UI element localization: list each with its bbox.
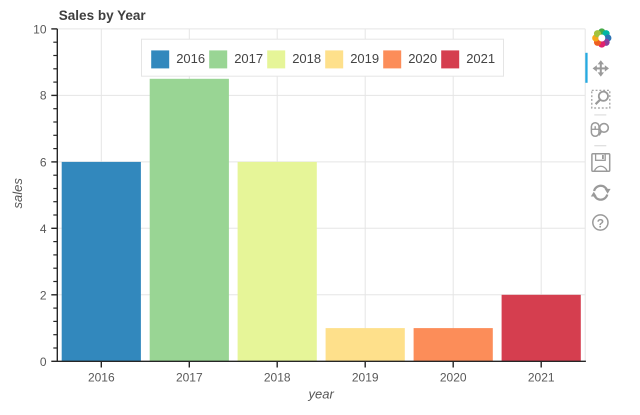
svg-text:sales: sales [10, 178, 25, 209]
svg-text:6: 6 [40, 155, 47, 169]
svg-text:2021: 2021 [466, 51, 495, 66]
svg-text:2020: 2020 [408, 51, 437, 66]
svg-text:10: 10 [33, 23, 47, 37]
svg-text:2: 2 [40, 288, 47, 302]
svg-text:2019: 2019 [350, 51, 379, 66]
svg-text:2017: 2017 [234, 51, 263, 66]
svg-text:2017: 2017 [176, 371, 203, 385]
svg-text:?: ? [597, 216, 604, 230]
svg-text:0: 0 [40, 355, 47, 369]
svg-text:2016: 2016 [176, 51, 205, 66]
svg-text:2021: 2021 [528, 371, 555, 385]
svg-text:2020: 2020 [440, 371, 467, 385]
svg-text:2018: 2018 [292, 51, 321, 66]
svg-text:2019: 2019 [352, 371, 379, 385]
svg-text:year: year [308, 387, 335, 402]
svg-text:Sales by Year: Sales by Year [59, 8, 147, 23]
svg-text:8: 8 [40, 89, 47, 103]
svg-text:2018: 2018 [264, 371, 291, 385]
svg-text:2016: 2016 [88, 371, 115, 385]
svg-text:4: 4 [40, 222, 47, 236]
